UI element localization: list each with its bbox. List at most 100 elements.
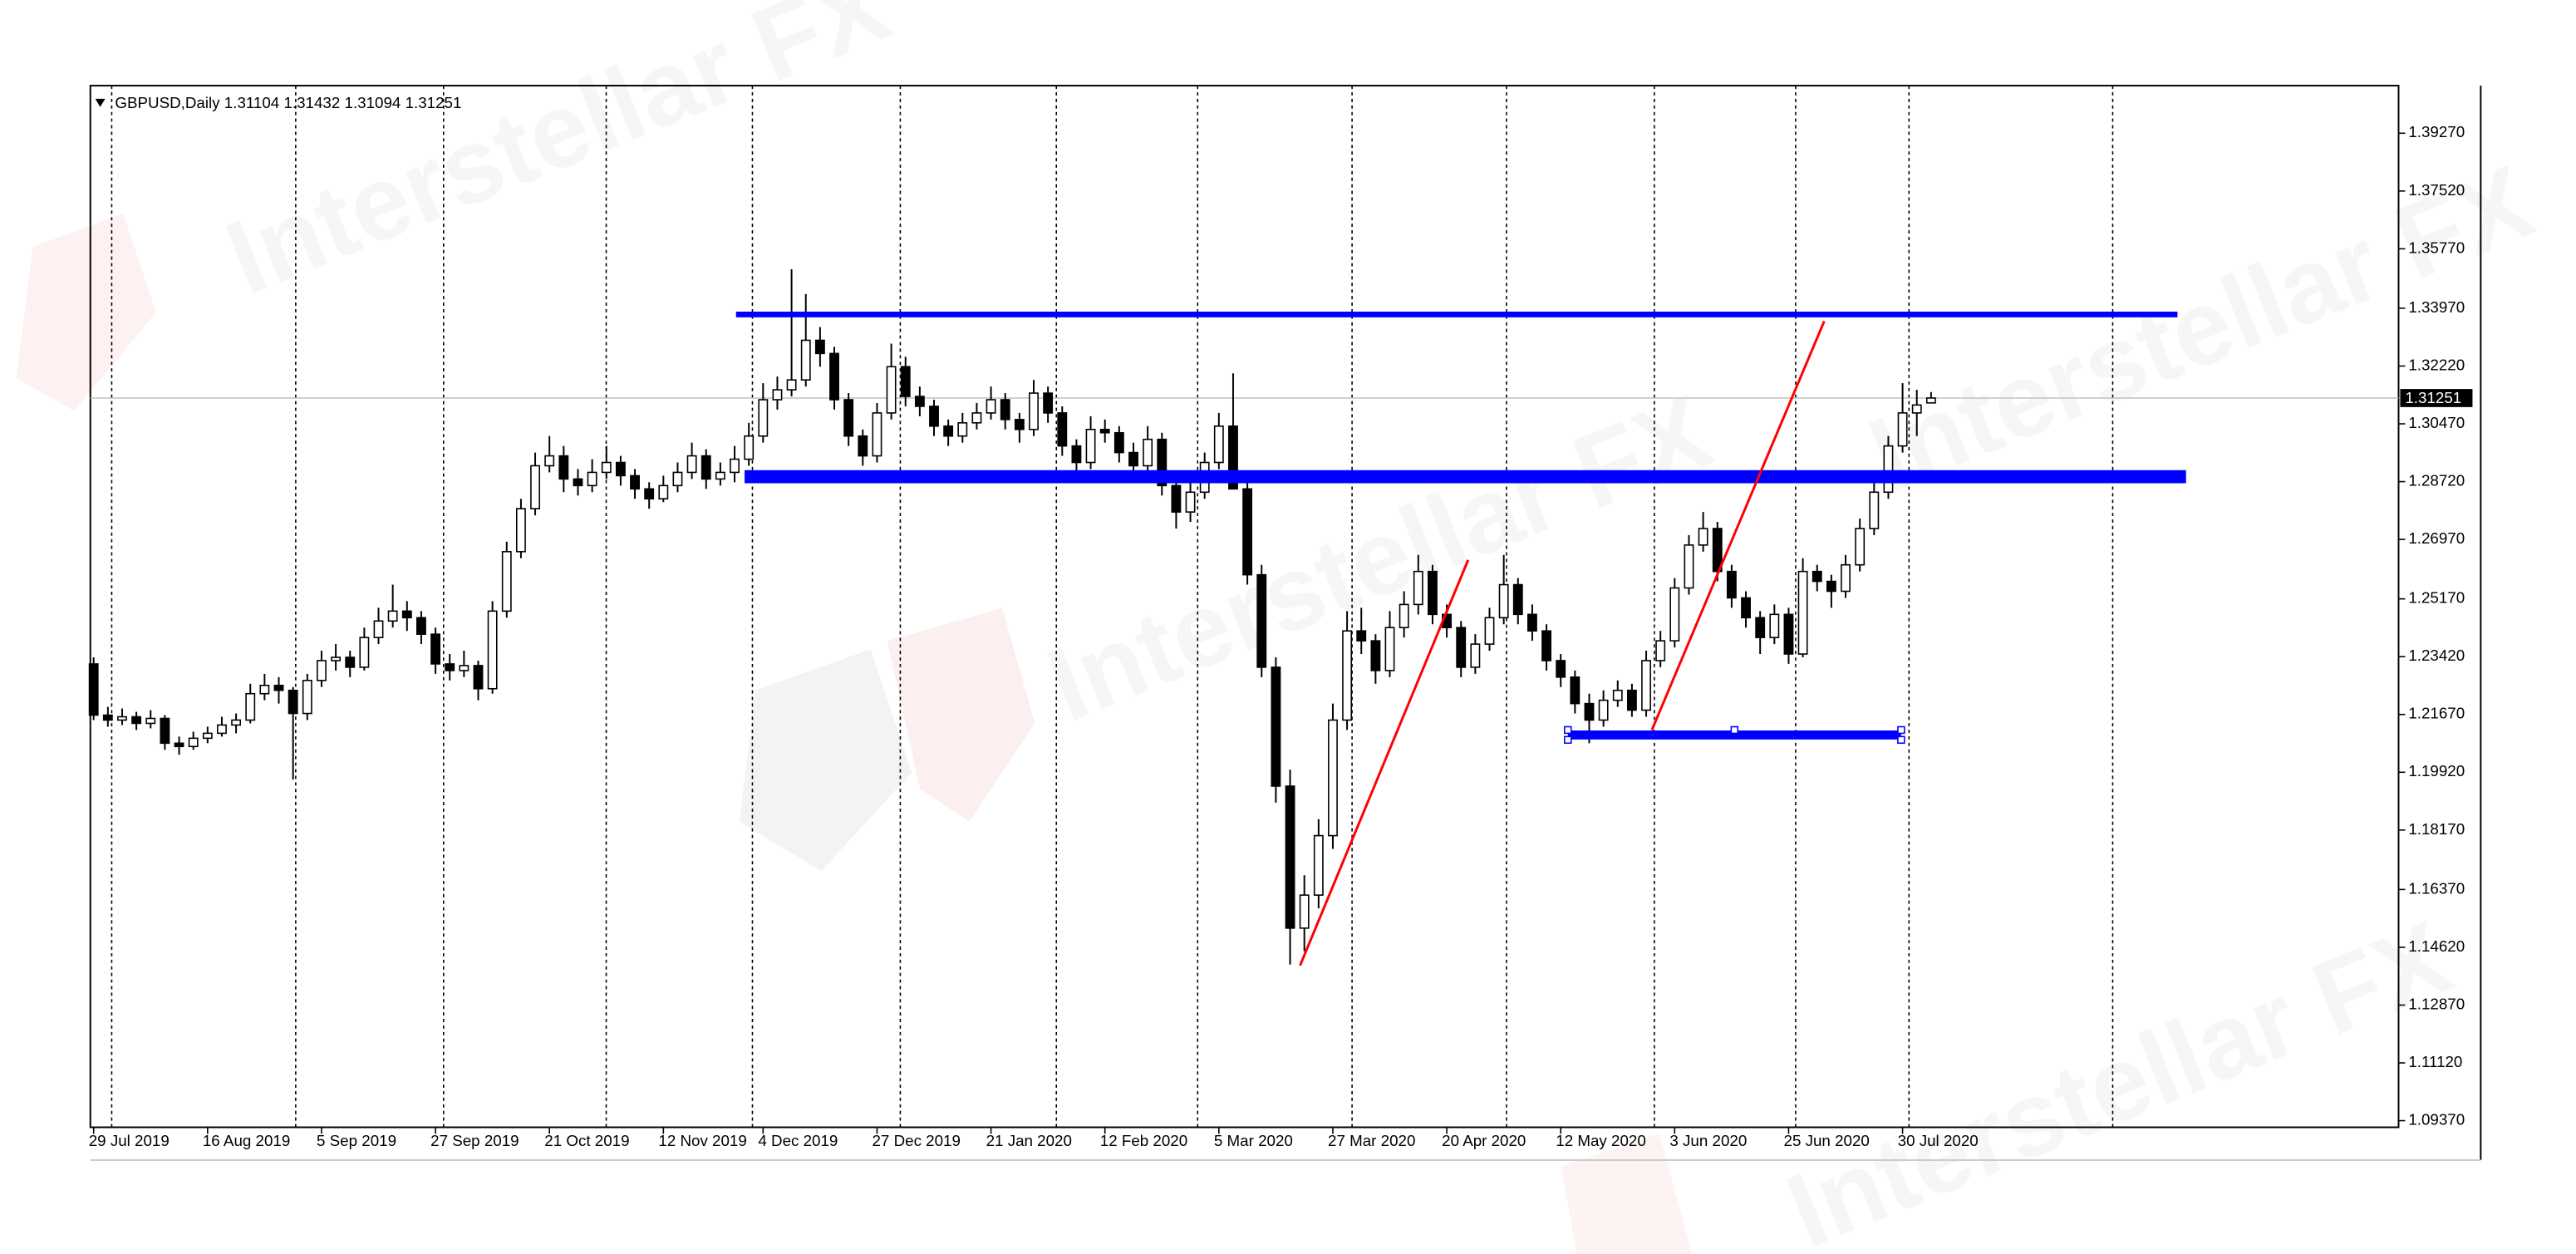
candle-body bbox=[1085, 428, 1096, 464]
candle-body bbox=[744, 435, 755, 460]
menu-triangle[interactable] bbox=[95, 98, 106, 107]
chart-header: GBPUSD,Daily 1.31104 1.31432 1.31094 1.3… bbox=[115, 94, 461, 111]
candle-body bbox=[1598, 699, 1609, 721]
candle-body bbox=[1541, 630, 1551, 661]
candle-body bbox=[686, 455, 697, 474]
symbol: GBPUSD,Daily bbox=[115, 94, 220, 111]
candle-body bbox=[1271, 666, 1281, 787]
candle-body bbox=[530, 465, 540, 509]
candle-body bbox=[273, 684, 284, 691]
candle-body bbox=[957, 422, 968, 437]
candle-body bbox=[843, 399, 854, 437]
candle-body bbox=[1755, 617, 1766, 638]
x-tick-label: 27 Sep 2019 bbox=[430, 1132, 519, 1149]
y-tick-label: 1.12870 bbox=[2408, 995, 2465, 1012]
candle-body bbox=[1043, 392, 1054, 414]
candle-body bbox=[1855, 528, 1866, 566]
candle-body bbox=[1556, 660, 1566, 678]
candle-body bbox=[259, 684, 270, 695]
candle-body bbox=[217, 724, 227, 735]
candle-body bbox=[1428, 570, 1438, 616]
candle-body bbox=[1612, 689, 1623, 701]
candle-body bbox=[245, 692, 256, 721]
candle-body bbox=[730, 458, 740, 474]
candle-body bbox=[202, 732, 213, 740]
candle-body bbox=[1256, 573, 1267, 668]
candle-body bbox=[1869, 491, 1880, 529]
logo-shape bbox=[1561, 1134, 1693, 1254]
candle-body bbox=[1911, 404, 1922, 414]
candle-body bbox=[231, 719, 242, 726]
candle-body bbox=[1242, 488, 1253, 576]
candle-body bbox=[302, 680, 312, 715]
candle-body bbox=[1143, 438, 1153, 467]
candle-body bbox=[1584, 702, 1595, 721]
x-tick-label: 4 Dec 2019 bbox=[758, 1132, 838, 1149]
candle-body bbox=[1641, 660, 1651, 711]
candle-body bbox=[1128, 451, 1138, 467]
candle-body bbox=[117, 716, 127, 721]
x-tick-label: 29 Jul 2019 bbox=[89, 1132, 170, 1149]
logo-shape bbox=[16, 214, 156, 411]
candle-body bbox=[886, 366, 897, 414]
candle-body bbox=[1014, 419, 1025, 430]
candle-body bbox=[772, 389, 783, 401]
candle-body bbox=[459, 665, 469, 671]
candle-body bbox=[672, 471, 683, 487]
candle-body bbox=[829, 352, 839, 401]
candle-body bbox=[160, 717, 170, 745]
candle-body bbox=[288, 689, 298, 715]
candle-body bbox=[1413, 570, 1423, 606]
candle-body bbox=[1684, 544, 1694, 589]
candle-body bbox=[929, 406, 939, 427]
candle-body bbox=[515, 508, 526, 553]
candle-body bbox=[758, 399, 769, 437]
candle-body bbox=[1171, 484, 1182, 513]
selection-handle bbox=[1730, 725, 1739, 735]
candle-body bbox=[1313, 834, 1324, 896]
candle-body bbox=[800, 339, 811, 381]
candle-body bbox=[1797, 570, 1808, 655]
candle-body bbox=[587, 471, 597, 487]
candle-body bbox=[1470, 643, 1481, 668]
candle-body bbox=[858, 435, 868, 457]
candle-body bbox=[1213, 425, 1224, 464]
candle-body bbox=[145, 717, 156, 725]
candle-body bbox=[188, 737, 199, 748]
candle-body bbox=[573, 478, 583, 487]
candle-body bbox=[445, 663, 455, 671]
trendline bbox=[1650, 320, 1826, 730]
candle-body bbox=[387, 610, 398, 622]
candle-body bbox=[1698, 528, 1708, 546]
candle-body bbox=[416, 617, 426, 635]
candle-body bbox=[331, 657, 342, 661]
x-tick-label: 20 Apr 2020 bbox=[1442, 1132, 1526, 1149]
candle-body bbox=[1526, 613, 1537, 632]
selection-handle bbox=[1564, 735, 1572, 745]
candle-body bbox=[373, 620, 384, 638]
candle-body bbox=[558, 455, 569, 480]
candle-body bbox=[1000, 399, 1010, 420]
x-tick-label: 12 Feb 2020 bbox=[1100, 1132, 1187, 1149]
candle-body bbox=[131, 716, 142, 725]
x-tick-label: 16 Aug 2019 bbox=[203, 1132, 290, 1149]
y-tick-label: 1.25170 bbox=[2408, 589, 2465, 607]
candle-body bbox=[102, 714, 113, 721]
candle-body bbox=[317, 660, 327, 681]
selection-handle bbox=[1897, 735, 1905, 745]
y-tick-label: 1.35770 bbox=[2408, 239, 2465, 256]
candle-body bbox=[914, 396, 925, 407]
candle-body bbox=[1328, 719, 1338, 837]
y-tick-label: 1.16370 bbox=[2408, 879, 2465, 897]
candle-body bbox=[1826, 580, 1836, 593]
y-tick-label: 1.14620 bbox=[2408, 937, 2465, 955]
candle-body bbox=[1570, 676, 1581, 705]
y-tick-label: 1.28720 bbox=[2408, 472, 2465, 489]
candle-body bbox=[345, 657, 356, 668]
x-tick-label: 27 Mar 2020 bbox=[1328, 1132, 1415, 1149]
candle-body bbox=[814, 339, 825, 355]
x-tick-label: 21 Oct 2019 bbox=[544, 1132, 629, 1149]
candle-body bbox=[487, 610, 498, 690]
candle-body bbox=[1071, 445, 1082, 464]
